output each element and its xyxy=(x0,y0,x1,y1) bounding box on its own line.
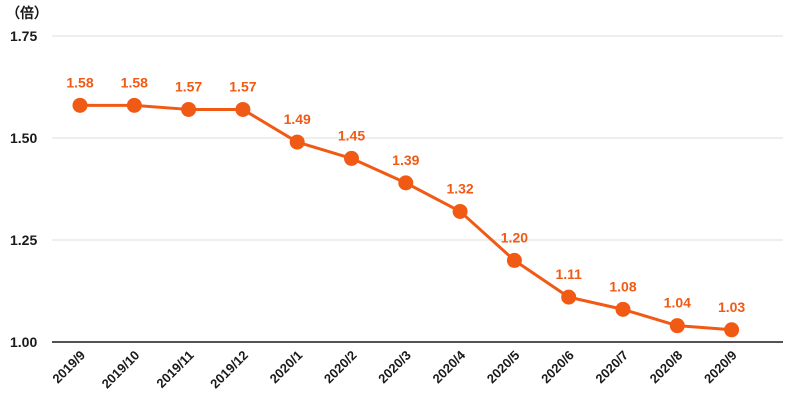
x-tick-label: 2020/9 xyxy=(701,348,740,387)
x-tick-label: 2019/11 xyxy=(153,348,196,391)
data-point xyxy=(669,318,685,334)
data-point xyxy=(344,150,359,166)
x-tick-label: 2020/2 xyxy=(321,348,360,387)
y-unit-label: （倍） xyxy=(6,5,48,21)
data-labels: 1.58 1.58 1.57 1.57 1.49 1.45 1.39 1.32 1.20 1.11… xyxy=(66,74,745,314)
x-tick-label: 2020/7 xyxy=(592,348,631,387)
data-label: 1.04 xyxy=(664,295,691,311)
x-tick-label: 2020/3 xyxy=(375,348,414,387)
data-label: 1.03 xyxy=(718,299,745,315)
y-tick-label: 1.25 xyxy=(10,232,37,248)
x-tick-label: 2020/6 xyxy=(538,348,577,387)
x-tick-labels: 2019/9 2019/10 2019/11 2019/12 2020/1 2020/2 2… xyxy=(49,347,739,391)
x-tick-label: 2020/5 xyxy=(484,348,523,387)
x-tick-label: 2020/8 xyxy=(647,348,686,387)
data-label: 1.32 xyxy=(446,180,473,196)
data-label: 1.57 xyxy=(229,78,256,94)
data-label: 1.11 xyxy=(555,266,582,282)
data-label: 1.08 xyxy=(609,278,636,294)
data-point xyxy=(126,97,142,113)
x-tick-label: 2020/1 xyxy=(267,348,306,387)
data-label: 1.39 xyxy=(392,152,419,168)
data-point xyxy=(398,175,414,191)
series-polyline xyxy=(80,103,732,332)
y-tick-label: 1.75 xyxy=(10,28,37,44)
gridlines xyxy=(52,35,783,241)
data-label: 1.58 xyxy=(66,74,93,90)
data-point xyxy=(72,97,88,113)
y-tick-label: 1.00 xyxy=(10,334,37,350)
data-point xyxy=(235,101,251,117)
data-point xyxy=(289,134,305,150)
data-point xyxy=(506,252,522,268)
y-tick-label: 1.50 xyxy=(10,130,37,146)
data-label: 1.45 xyxy=(338,127,365,143)
data-point xyxy=(561,289,577,305)
data-label: 1.57 xyxy=(175,78,202,94)
data-label: 1.58 xyxy=(121,74,148,90)
data-label: 1.49 xyxy=(284,111,311,127)
data-points xyxy=(72,97,740,338)
data-point xyxy=(615,301,631,317)
x-tick-label: 2019/9 xyxy=(49,348,88,387)
x-tick-label: 2020/4 xyxy=(429,347,468,386)
data-label: 1.20 xyxy=(501,229,528,245)
data-point xyxy=(181,101,197,117)
x-tick-label: 2019/12 xyxy=(207,348,251,392)
x-tick-label: 2019/10 xyxy=(99,348,143,392)
data-point xyxy=(452,203,468,219)
data-point xyxy=(724,322,740,338)
y-tick-labels: 1.75 1.50 1.25 1.00 xyxy=(10,28,37,350)
series-line xyxy=(80,103,732,332)
